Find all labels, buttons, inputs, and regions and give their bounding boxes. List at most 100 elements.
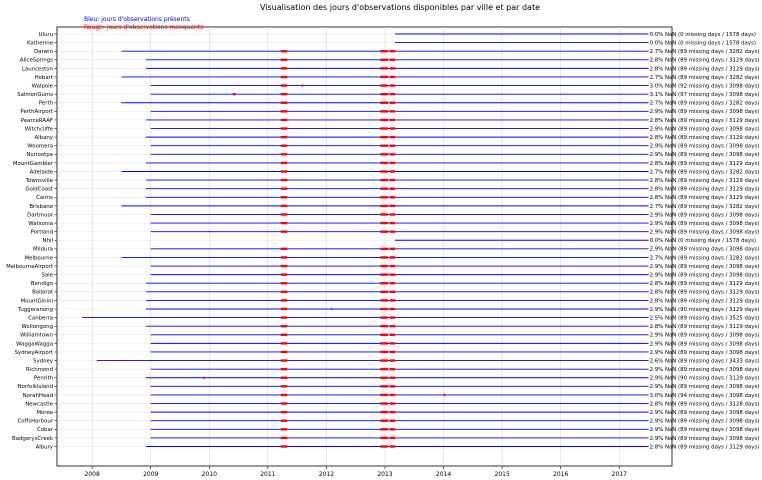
missing-annotation: 2.8% NaN (89 missing days / 3129 days): [650, 324, 760, 330]
series-label: Bendigo: [31, 281, 53, 287]
x-axis-ticks: 2008 2009 2010 2011 2012 2013 2014 2015 2016 2017: [85, 466, 627, 478]
series-rows: Uluru 0.0% NaN (0 missing days / 1578 day…: [6, 32, 760, 450]
series-label: Moree: [36, 410, 53, 416]
series-label: Penrith: [34, 376, 53, 382]
series-label: Nhil: [43, 238, 53, 244]
series-label: PearceRAAF: [21, 118, 53, 124]
missing-annotation: 2.9% NaN (89 missing days / 3098 days): [650, 126, 760, 132]
series-label: Katherine: [27, 40, 54, 46]
series-label: Witchcliffe: [25, 126, 54, 132]
missing-annotation: 0.0% NaN (0 missing days / 1578 days): [650, 32, 756, 38]
series-label: Cobar: [37, 427, 54, 433]
grid: [57, 27, 672, 466]
x-tick-label: 2013: [377, 471, 392, 478]
series-label: WaggaWagga: [16, 341, 53, 347]
missing-annotation: 2.9% NaN (89 missing days / 3098 days): [650, 436, 760, 442]
series-label: Newcastle: [25, 401, 53, 407]
series-label: Hobart: [35, 75, 53, 81]
missing-annotation: 2.7% NaN (89 missing days / 3282 days): [650, 169, 760, 175]
missing-annotation: 2.8% NaN (89 missing days / 3129 days): [650, 178, 760, 184]
series-label: PerthAirport: [20, 109, 53, 115]
series-label: GoldCoast: [25, 187, 53, 193]
missing-annotation: 0.0% NaN (0 missing days / 1578 days): [650, 40, 756, 46]
series-label: Uluru: [39, 32, 54, 38]
legend-entry-present: Bleu: jours d'observations présents: [84, 16, 190, 23]
missing-annotation: 2.9% NaN (89 missing days / 3098 days): [650, 230, 760, 236]
x-tick-label: 2012: [319, 471, 334, 478]
series-label: Mildura: [33, 247, 53, 253]
missing-annotation: 2.7% NaN (89 missing days / 3282 days): [650, 75, 760, 81]
series-label: Watsonia: [28, 221, 53, 227]
x-tick-label: 2014: [436, 471, 451, 478]
series-label: Nuriootpa: [26, 152, 53, 158]
series-label: SydneyAirport: [15, 350, 53, 356]
missing-annotation: 2.8% NaN (89 missing days / 3129 days): [650, 58, 760, 64]
series-label: Perth: [39, 101, 53, 107]
missing-annotation: 2.8% NaN (89 missing days / 3129 days): [650, 281, 760, 287]
series-label: Canberra: [28, 315, 53, 321]
missing-annotation: 2.9% NaN (90 missing days / 3129 days): [650, 376, 760, 382]
missing-annotation: 2.9% NaN (89 missing days / 3098 days): [650, 427, 760, 433]
missing-annotation: 2.8% NaN (89 missing days / 3129 days): [650, 118, 760, 124]
x-tick-label: 2017: [612, 471, 627, 478]
missing-annotation: 2.9% NaN (89 missing days / 3098 days): [650, 109, 760, 115]
legend-entry-missing: Rouge: jours d'observations manquants: [84, 24, 203, 31]
series-label: MelbourneAirport: [6, 264, 53, 270]
missing-annotation: 2.9% NaN (89 missing days / 3098 days): [650, 144, 760, 150]
series-label: Albany: [34, 135, 53, 141]
missing-annotation: 2.6% NaN (89 missing days / 3433 days): [650, 358, 760, 364]
missing-annotation: 2.9% NaN (89 missing days / 3098 days): [650, 221, 760, 227]
series-label: NorfolkIsland: [18, 384, 53, 390]
x-tick-label: 2015: [495, 471, 510, 478]
series-label: MountGambier: [13, 161, 54, 167]
series-label: Woomera: [27, 144, 53, 150]
plot-frame: [56, 26, 673, 467]
missing-annotation: 2.9% NaN (89 missing days / 3098 days): [650, 367, 760, 373]
missing-annotation: 2.9% NaN (89 missing days / 3098 days): [650, 247, 760, 253]
series-label: Townsville: [25, 178, 54, 184]
chart-title: Visualisation des jours d'observations d…: [260, 3, 540, 12]
x-tick-label: 2009: [143, 471, 158, 478]
series-label: Wollongong: [21, 324, 53, 330]
series-label: NorahHead: [23, 393, 53, 399]
x-tick-label: 2011: [260, 471, 275, 478]
missing-annotation: 2.7% NaN (89 missing days / 3282 days): [650, 255, 760, 261]
series-label: Brisbane: [29, 204, 53, 210]
series-label: Tuggeranong: [17, 307, 53, 313]
series-label: Richmond: [26, 367, 53, 373]
missing-annotation: 3.0% NaN (94 missing days / 3098 days): [650, 393, 760, 399]
series-label: Walpole: [32, 83, 54, 89]
missing-annotation: 2.7% NaN (89 missing days / 3282 days): [650, 49, 760, 55]
series-label: Dartmoor: [27, 212, 54, 218]
series-label: SalmonGums: [17, 92, 53, 98]
series-label: Williamtown: [20, 333, 53, 339]
missing-annotation: 2.5% NaN (89 missing days / 3525 days): [650, 315, 760, 321]
series-label: Sale: [41, 273, 53, 279]
series-label: Sydney: [33, 358, 54, 364]
missing-annotation: 2.7% NaN (89 missing days / 3282 days): [650, 204, 760, 210]
series-label: Darwin: [34, 49, 53, 55]
missing-annotation: 2.9% NaN (89 missing days / 3098 days): [650, 410, 760, 416]
series-label: Melbourne: [25, 255, 54, 261]
series-label: Ballarat: [32, 290, 53, 296]
missing-annotation: 2.8% NaN (89 missing days / 3128 days): [650, 401, 760, 407]
missing-annotation: 2.8% NaN (89 missing days / 3129 days): [650, 290, 760, 296]
missing-annotation: 2.9% NaN (90 missing days / 3129 days): [650, 307, 760, 313]
missing-annotation: 2.9% NaN (89 missing days / 3098 days): [650, 384, 760, 390]
x-tick-label: 2016: [553, 471, 568, 478]
missing-annotation: 2.8% NaN (89 missing days / 3129 days): [650, 444, 760, 450]
series-label: Launceston: [22, 66, 53, 72]
missing-annotation: 2.9% NaN (89 missing days / 3098 days): [650, 264, 760, 270]
missing-annotation: 2.8% NaN (89 missing days / 3129 days): [650, 195, 760, 201]
x-tick-label: 2010: [202, 471, 217, 478]
missing-annotation: 2.9% NaN (89 missing days / 3098 days): [650, 212, 760, 218]
missing-annotation: 2.9% NaN (89 missing days / 3098 days): [650, 152, 760, 158]
missing-annotation: 2.8% NaN (89 missing days / 3129 days): [650, 161, 760, 167]
missing-annotation: 2.9% NaN (89 missing days / 3098 days): [650, 419, 760, 425]
missing-annotation: 2.7% NaN (89 missing days / 3282 days): [650, 101, 760, 107]
x-tick-label: 2008: [85, 471, 100, 478]
series-label: Portland: [31, 230, 53, 236]
series-label: AliceSprings: [20, 58, 53, 64]
series-label: Cairns: [36, 195, 53, 201]
